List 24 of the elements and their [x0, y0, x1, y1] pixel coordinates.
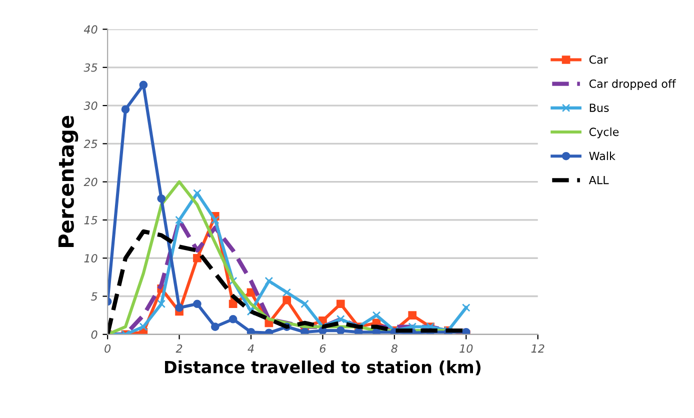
- y-axis-title: Percentage: [58, 116, 78, 247]
- y-tick-label: 20: [84, 178, 98, 186]
- x-tick-label: 2: [176, 344, 182, 353]
- legend-label: ALL: [588, 176, 609, 184]
- x-tick-label: 0: [104, 344, 111, 353]
- y-tick-label: 0: [91, 330, 98, 339]
- legend-label: Car dropped off: [589, 79, 676, 90]
- y-tick-label: 5: [91, 292, 98, 301]
- legend-label: Car: [589, 55, 608, 64]
- x-tick-label: 10: [460, 344, 473, 353]
- y-tick-label: 30: [84, 102, 98, 110]
- legend-label: Walk: [589, 152, 616, 160]
- y-tick-label: 40: [84, 25, 98, 34]
- y-tick-label: 10: [84, 254, 98, 262]
- x-axis-title: Distance travelled to station (km): [165, 360, 480, 376]
- x-tick-label: 12: [531, 344, 544, 353]
- x-tick-label: 6: [320, 344, 326, 353]
- x-tick-label: 4: [248, 344, 254, 353]
- y-tick-label: 25: [84, 140, 98, 148]
- y-tick-label: 35: [84, 63, 98, 72]
- legend-label: Cycle: [589, 127, 619, 138]
- legend-label: Bus: [590, 104, 609, 112]
- x-tick-label: 8: [391, 344, 398, 353]
- y-tick-label: 15: [84, 216, 98, 224]
